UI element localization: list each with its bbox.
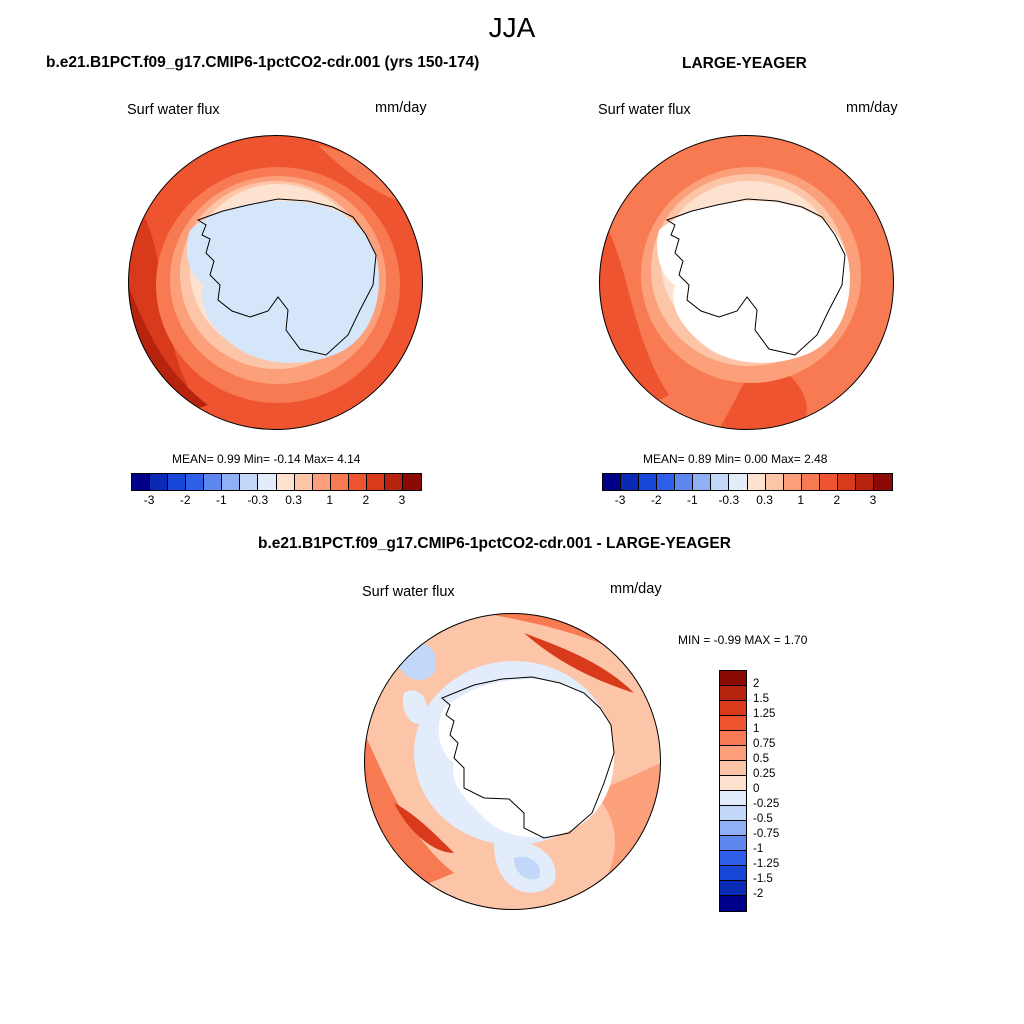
colorbar-cell xyxy=(675,474,694,490)
colorbar-tick-label: 2 xyxy=(362,493,370,507)
colorbar-cell xyxy=(186,474,205,490)
diff-colorbar-label: -0.25 xyxy=(753,798,780,810)
colorbar-cell xyxy=(720,746,746,761)
colorbar-tick-label: -1 xyxy=(215,493,227,507)
colorbar-cell xyxy=(276,474,295,490)
colorbar-cell xyxy=(720,686,746,701)
colorbar-tick-label: 3 xyxy=(398,493,406,507)
colorbar-cell xyxy=(693,474,712,490)
colorbar-tick-label: -2 xyxy=(650,493,662,507)
diff-colorbar-label: 1.25 xyxy=(753,708,776,720)
colorbar-tick-label: 1 xyxy=(326,493,334,507)
diff-colorbar-label: 0.5 xyxy=(753,753,769,765)
panel-c-map xyxy=(364,613,661,910)
diff-colorbar-label: 1.5 xyxy=(753,693,769,705)
panel-c-title: b.e21.B1PCT.f09_g17.CMIP6-1pctCO2-cdr.00… xyxy=(258,535,731,552)
panel-a-colorbar xyxy=(131,473,422,491)
colorbar-cell xyxy=(747,474,766,490)
panel-b-title: LARGE-YEAGER xyxy=(682,55,807,72)
panel-c-units: mm/day xyxy=(610,581,662,597)
diff-colorbar-label: 0.25 xyxy=(753,768,776,780)
colorbar-cell xyxy=(729,474,748,490)
colorbar-cell xyxy=(720,776,746,791)
diff-colorbar-label: -0.75 xyxy=(753,828,780,840)
colorbar-cell xyxy=(132,474,151,490)
diff-colorbar-label: -1.25 xyxy=(753,858,780,870)
colorbar-cell xyxy=(720,716,746,731)
colorbar-tick-label: 0.3 xyxy=(756,493,773,507)
diff-colorbar-label: -1 xyxy=(753,843,764,855)
colorbar-cell xyxy=(720,896,746,911)
colorbar-tick-label: -2 xyxy=(179,493,191,507)
colorbar-tick-label: -1 xyxy=(686,493,698,507)
diff-colorbar-label: -0.5 xyxy=(753,813,773,825)
colorbar-tick-label: -3 xyxy=(614,493,626,507)
colorbar-cell xyxy=(855,474,874,490)
colorbar-cell xyxy=(330,474,349,490)
colorbar-cell xyxy=(720,671,746,686)
colorbar-cell xyxy=(204,474,223,490)
diff-colorbar-box xyxy=(719,670,747,912)
colorbar-tick-label: 1 xyxy=(797,493,805,507)
colorbar-cell xyxy=(294,474,313,490)
colorbar-cell xyxy=(711,474,730,490)
colorbar-cell xyxy=(258,474,277,490)
colorbar-tick-label: 0.3 xyxy=(285,493,302,507)
colorbar-cell xyxy=(783,474,802,490)
diff-colorbar-label: 2 xyxy=(753,678,760,690)
colorbar-cell xyxy=(720,731,746,746)
panel-b-colorbar xyxy=(602,473,893,491)
colorbar-cell xyxy=(168,474,187,490)
colorbar-cell xyxy=(720,851,746,866)
colorbar-tick-label: -0.3 xyxy=(247,493,269,507)
panel-c-stats: MIN = -0.99 MAX = 1.70 xyxy=(678,633,808,647)
diff-colorbar-label: 1 xyxy=(753,723,760,735)
figure-suptitle: JJA xyxy=(488,12,536,43)
panel-a-map xyxy=(128,135,423,430)
panel-b-units: mm/day xyxy=(846,100,898,116)
diff-colorbar-label: -2 xyxy=(753,888,764,900)
colorbar-cell xyxy=(720,821,746,836)
colorbar-tick-label: 2 xyxy=(833,493,841,507)
colorbar-tick-label: -0.3 xyxy=(718,493,740,507)
colorbar-cell xyxy=(384,474,403,490)
colorbar-cell xyxy=(720,701,746,716)
colorbar-cell xyxy=(765,474,784,490)
colorbar-cell xyxy=(837,474,856,490)
colorbar-cell xyxy=(720,806,746,821)
panel-a-title: b.e21.B1PCT.f09_g17.CMIP6-1pctCO2-cdr.00… xyxy=(46,54,480,71)
colorbar-tick-label: -3 xyxy=(143,493,155,507)
colorbar-cell xyxy=(873,474,892,490)
colorbar-cell xyxy=(720,881,746,896)
colorbar-cell xyxy=(819,474,838,490)
panel-a-units: mm/day xyxy=(375,100,427,116)
diff-colorbar-label: 0.75 xyxy=(753,738,776,750)
colorbar-cell xyxy=(348,474,367,490)
colorbar-cell xyxy=(639,474,658,490)
colorbar-cell xyxy=(312,474,331,490)
colorbar-cell xyxy=(720,836,746,851)
panel-b-variable: Surf water flux xyxy=(598,102,691,118)
diff-colorbar-label: -1.5 xyxy=(753,873,773,885)
panel-b-map xyxy=(599,135,894,430)
colorbar-cell xyxy=(366,474,385,490)
colorbar-cell xyxy=(621,474,640,490)
colorbar-cell xyxy=(150,474,169,490)
colorbar-cell xyxy=(603,474,622,490)
panel-a-variable: Surf water flux xyxy=(127,102,220,118)
colorbar-tick-label: 3 xyxy=(869,493,877,507)
colorbar-cell xyxy=(720,761,746,776)
colorbar-cell xyxy=(720,866,746,881)
colorbar-cell xyxy=(402,474,421,490)
diff-colorbar-label: 0 xyxy=(753,783,760,795)
colorbar-cell xyxy=(657,474,676,490)
panel-a-stats: MEAN= 0.99 Min= -0.14 Max= 4.14 xyxy=(172,452,361,466)
panel-c-variable: Surf water flux xyxy=(362,584,455,600)
colorbar-cell xyxy=(720,791,746,806)
colorbar-cell xyxy=(801,474,820,490)
colorbar-cell xyxy=(222,474,241,490)
colorbar-cell xyxy=(240,474,259,490)
panel-b-stats: MEAN= 0.89 Min= 0.00 Max= 2.48 xyxy=(643,452,828,466)
